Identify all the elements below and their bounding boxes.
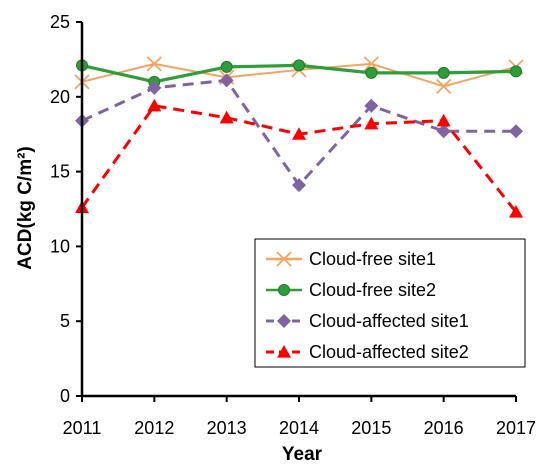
legend-marker: [277, 314, 291, 328]
legend-marker: [278, 284, 290, 296]
data-point: [437, 66, 450, 79]
data-point: [219, 110, 234, 124]
x-tick-label: 2013: [207, 418, 247, 438]
data-point: [509, 204, 523, 218]
legend-item: Cloud-free site2: [266, 280, 436, 300]
x-tick-label: 2012: [134, 418, 174, 438]
marker-stroke: [363, 56, 379, 72]
data-point: [436, 124, 451, 139]
legend-label: Cloud-free site1: [309, 249, 436, 269]
legend-label: Cloud-free site2: [309, 280, 436, 300]
y-tick-label: 5: [60, 311, 70, 331]
axes: 0 5 10 15 20 25 2011 2012 2013 2014 2015 2016 2017: [50, 12, 536, 438]
legend-item: Cloud-affected site1: [266, 311, 469, 331]
data-point: [510, 65, 522, 78]
legend-label: Cloud-affected site1: [309, 311, 469, 331]
data-point: [509, 124, 523, 139]
x-axis-title: Year: [282, 444, 323, 465]
y-tick-label: 20: [50, 87, 70, 107]
data-point: [364, 98, 379, 113]
data-point: [147, 80, 162, 95]
data-point: [293, 59, 305, 72]
legend-item: Cloud-free site1: [266, 249, 436, 269]
y-tick-label: 0: [60, 386, 70, 406]
x-tick-label: 2016: [424, 418, 464, 438]
data-point: [146, 56, 162, 72]
marker-stroke: [146, 56, 162, 72]
y-tick-label: 25: [50, 12, 70, 32]
data-point: [219, 73, 234, 88]
data-point: [292, 127, 306, 140]
plot-area: [74, 56, 524, 218]
data-point: [365, 66, 378, 79]
legend: Cloud-free site1 Cloud-free site2 Cloud-af…: [254, 238, 526, 368]
data-point: [147, 98, 162, 112]
x-tick-label: 2017: [496, 418, 536, 438]
legend-marker: [276, 251, 292, 267]
data-point: [364, 116, 379, 130]
legend-label: Cloud-affected site2: [309, 342, 469, 362]
legend-box: [254, 238, 526, 368]
data-point: [292, 178, 306, 193]
series-line: [80, 104, 518, 213]
x-tick-label: 2011: [63, 418, 102, 438]
data-point: [436, 113, 451, 127]
data-point: [436, 78, 452, 94]
x-tick-label: 2015: [351, 418, 391, 438]
y-tick-label: 10: [50, 236, 70, 256]
y-axis-title: ACD(kg C/m²): [15, 146, 36, 270]
legend-item: Cloud-affected site2: [266, 342, 469, 362]
series-4: [75, 98, 523, 218]
x-tick-label: 2014: [279, 418, 319, 438]
legend-marker: [277, 345, 291, 358]
data-point: [220, 60, 233, 73]
marker-stroke: [436, 78, 452, 94]
marker-stroke: [276, 251, 292, 267]
y-tick-label: 15: [50, 162, 70, 182]
data-point: [363, 56, 379, 72]
